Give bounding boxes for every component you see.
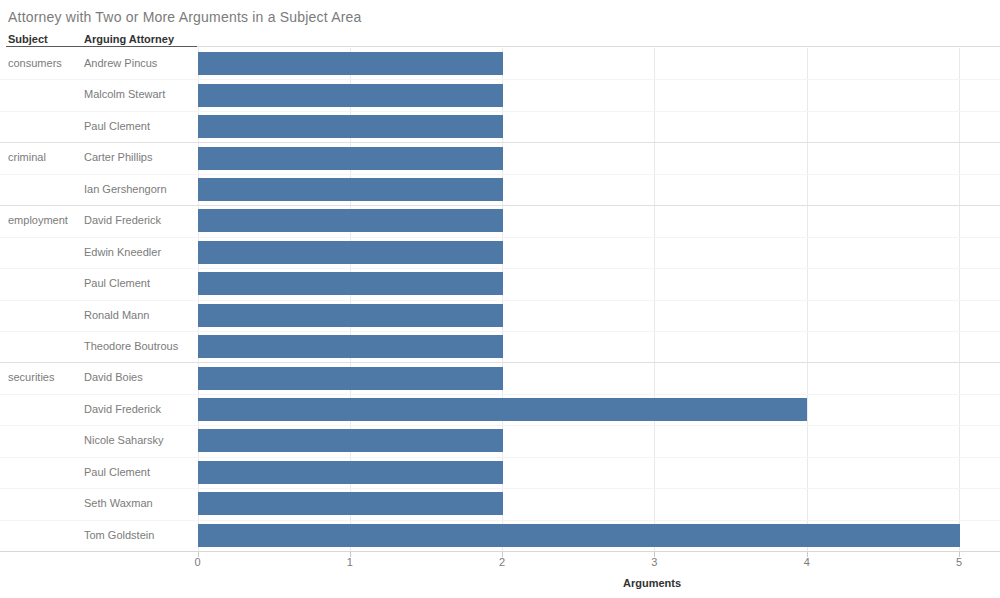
row-divider	[0, 457, 1000, 458]
group-divider	[0, 142, 1000, 143]
bar[interactable]	[198, 398, 807, 421]
bar[interactable]	[198, 272, 503, 295]
subject-label: consumers	[8, 48, 62, 79]
attorney-label: Andrew Pincus	[84, 48, 157, 79]
group-divider	[0, 205, 1000, 206]
row-divider	[0, 425, 1000, 426]
bar[interactable]	[198, 84, 503, 107]
attorney-label: Edwin Kneedler	[84, 237, 161, 268]
header-underline	[6, 46, 197, 47]
bar[interactable]	[198, 115, 503, 138]
subject-label: employment	[8, 205, 68, 236]
attorney-label: Paul Clement	[84, 111, 150, 142]
x-axis-tick-label: 0	[178, 556, 218, 568]
bar[interactable]	[198, 52, 503, 75]
row-divider	[0, 268, 1000, 269]
column-header-subject: Subject	[8, 33, 48, 45]
x-axis-tick-label: 5	[939, 556, 979, 568]
attorney-label: Tom Goldstein	[84, 520, 154, 551]
attorney-label: Paul Clement	[84, 457, 150, 488]
bar[interactable]	[198, 147, 503, 170]
row-divider	[0, 331, 1000, 332]
attorney-label: David Boies	[84, 362, 143, 393]
row-divider	[0, 111, 1000, 112]
tableau-sheet: Attorney with Two or More Arguments in a…	[0, 0, 1000, 598]
bar[interactable]	[198, 367, 503, 390]
row-divider	[0, 79, 1000, 80]
attorney-label: Paul Clement	[84, 268, 150, 299]
attorney-label: Ronald Mann	[84, 300, 149, 331]
attorney-label: Ian Gershengorn	[84, 174, 167, 205]
attorney-label: Seth Waxman	[84, 488, 153, 519]
x-axis-tick-label: 3	[634, 556, 674, 568]
header-underline-extension	[197, 46, 1000, 47]
x-axis-line	[0, 551, 1000, 552]
bar[interactable]	[198, 335, 503, 358]
bar[interactable]	[198, 461, 503, 484]
attorney-label: Malcolm Stewart	[84, 79, 165, 110]
row-divider	[0, 394, 1000, 395]
x-axis-tick-label: 4	[787, 556, 827, 568]
x-axis-title: Arguments	[623, 577, 681, 589]
attorney-label: Theodore Boutrous	[84, 331, 178, 362]
row-divider	[0, 300, 1000, 301]
bar[interactable]	[198, 429, 503, 452]
bar[interactable]	[198, 178, 503, 201]
bar[interactable]	[198, 241, 503, 264]
page-title: Attorney with Two or More Arguments in a…	[8, 9, 362, 25]
attorney-label: Carter Phillips	[84, 142, 152, 173]
bar-chart: consumersAndrew PincusMalcolm StewartPau…	[0, 48, 1000, 551]
attorney-label: David Frederick	[84, 205, 161, 236]
row-divider	[0, 488, 1000, 489]
bar[interactable]	[198, 304, 503, 327]
row-divider	[0, 520, 1000, 521]
row-divider	[0, 174, 1000, 175]
bar[interactable]	[198, 492, 503, 515]
attorney-label: Nicole Saharsky	[84, 425, 163, 456]
row-divider	[0, 237, 1000, 238]
column-header-arguing-attorney: Arguing Attorney	[84, 33, 174, 45]
group-divider	[0, 362, 1000, 363]
attorney-label: David Frederick	[84, 394, 161, 425]
subject-label: criminal	[8, 142, 46, 173]
x-axis-tick-label: 2	[482, 556, 522, 568]
bar[interactable]	[198, 524, 960, 547]
x-axis-tick-label: 1	[330, 556, 370, 568]
bar[interactable]	[198, 209, 503, 232]
subject-label: securities	[8, 362, 54, 393]
